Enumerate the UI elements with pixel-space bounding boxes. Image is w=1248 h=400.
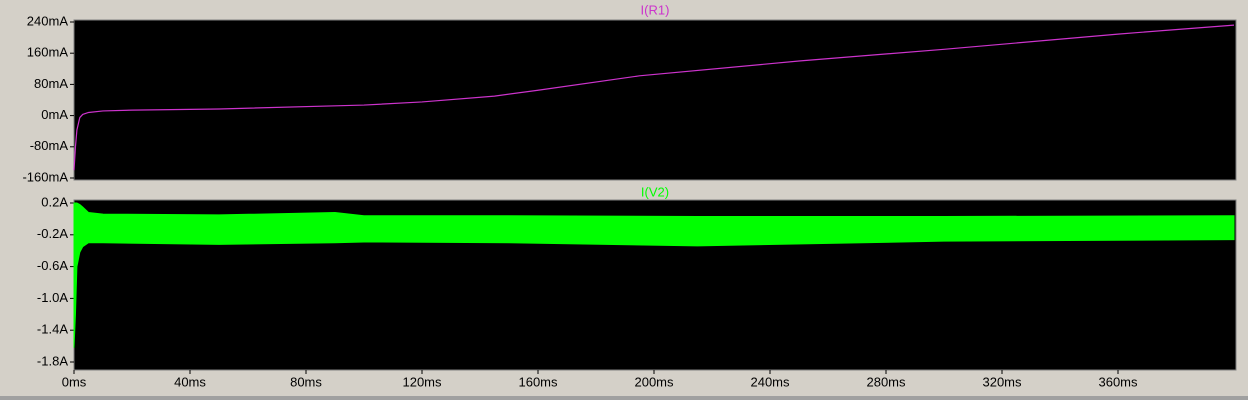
y-tick-label: -0.6A: [37, 258, 68, 273]
y-tick-label: -0.2A: [37, 226, 68, 241]
x-tick-label: 200ms: [634, 374, 674, 389]
plot-area: [73, 19, 1237, 181]
trace-title: I(R1): [641, 2, 670, 17]
trace-envelope: [73, 202, 1235, 348]
y-tick-label: -80mA: [30, 138, 69, 153]
x-tick-label: 280ms: [866, 374, 906, 389]
x-tick-label: 360ms: [1098, 374, 1138, 389]
x-tick-label: 80ms: [290, 374, 322, 389]
window-edge: [0, 396, 1248, 400]
y-tick-label: 0mA: [41, 107, 68, 122]
y-tick-label: -1.4A: [37, 322, 68, 337]
x-tick-label: 120ms: [402, 374, 442, 389]
x-tick-label: 40ms: [174, 374, 206, 389]
trace-title: I(V2): [641, 184, 669, 199]
x-tick-label: 0ms: [62, 374, 87, 389]
y-tick-label: 240mA: [27, 13, 69, 28]
y-tick-label: -160mA: [22, 169, 68, 184]
y-tick-label: 80mA: [34, 76, 68, 91]
y-tick-label: -1.0A: [37, 290, 68, 305]
y-tick-label: 160mA: [27, 45, 69, 60]
y-tick-label: 0.2A: [41, 194, 68, 209]
y-tick-label: -1.8A: [37, 353, 68, 368]
trace-line: [73, 24, 1235, 171]
x-tick-label: 320ms: [982, 374, 1022, 389]
x-tick-label: 160ms: [518, 374, 558, 389]
x-tick-label: 240ms: [750, 374, 790, 389]
